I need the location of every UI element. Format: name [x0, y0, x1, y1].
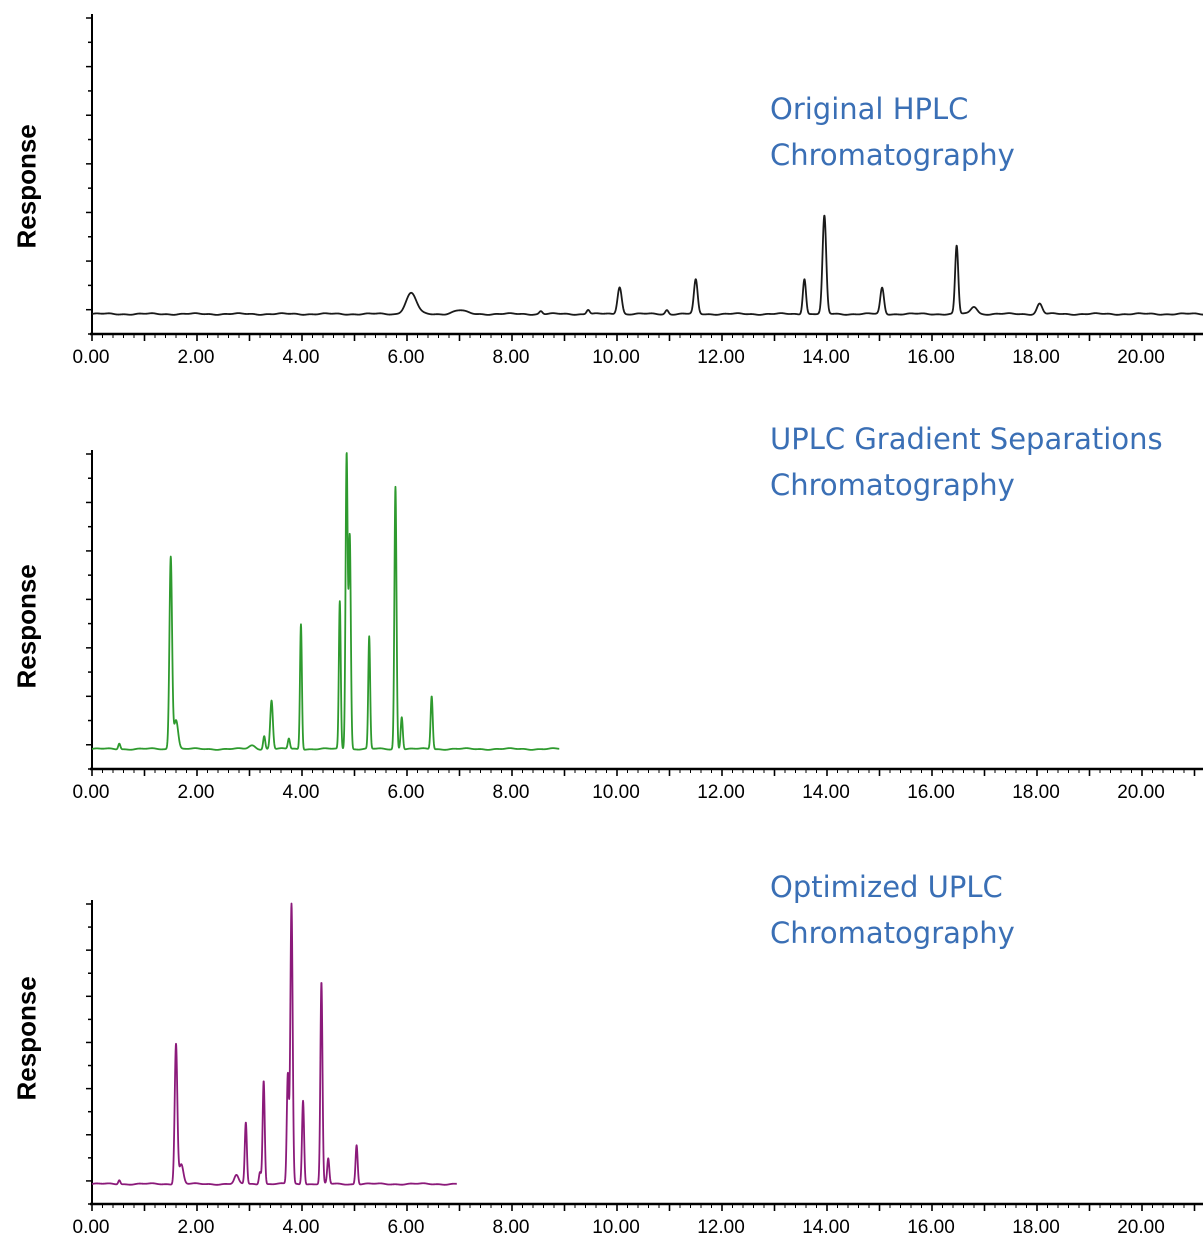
uplc-optimized-chart-svg: 0.00 2.00 4.00 6.00 8.00 10.00 12.00 14.00 16.00… — [73, 900, 1203, 1238]
x-tick-label: 8.00 — [493, 782, 530, 803]
chart-annotation: Original HPLC Chromatography — [770, 86, 1015, 178]
x-tick-label: 12.00 — [697, 1217, 745, 1238]
annotation-line-1: UPLC Gradient Separations — [770, 422, 1163, 456]
hplc-chart-svg: 0.00 2.00 4.00 6.00 8.00 10.00 12.00 14.00 16.00… — [73, 14, 1203, 368]
x-tick-label: 8.00 — [493, 1217, 530, 1238]
annotation-line-2: Chromatography — [770, 468, 1015, 502]
x-tick-label: 14.00 — [802, 347, 850, 368]
x-tick-label: 0.00 — [73, 1217, 110, 1238]
chromatogram-trace — [91, 902, 458, 1186]
x-tick-label: 14.00 — [802, 1217, 850, 1238]
x-tick-label: 10.00 — [592, 1217, 640, 1238]
annotation-line-2: Chromatography — [770, 916, 1015, 950]
x-tick-label: 8.00 — [493, 347, 530, 368]
uplc-gradient-chart-panel: Response UPLC Gradient Separations Chrom… — [0, 400, 1203, 820]
x-tick-label: 10.00 — [592, 782, 640, 803]
x-tick-label: 6.00 — [388, 782, 425, 803]
x-tick-label: 2.00 — [178, 1217, 215, 1238]
x-tick-label: 18.00 — [1012, 347, 1060, 368]
annotation-line-1: Original HPLC — [770, 92, 969, 126]
x-tick-label: 0.00 — [73, 347, 110, 368]
uplc-optimized-chart-panel: Response Optimized UPLC Chromatography 0… — [0, 820, 1203, 1241]
hplc-chart-panel: Response Original HPLC Chromatography 0.… — [0, 0, 1203, 400]
x-tick-label: 4.00 — [283, 1217, 320, 1238]
chromatogram-trace — [91, 452, 560, 751]
x-tick-label: 20.00 — [1117, 782, 1165, 803]
x-tick-label: 16.00 — [907, 1217, 955, 1238]
x-tick-label: 4.00 — [283, 347, 320, 368]
x-tick-label: 20.00 — [1117, 347, 1165, 368]
x-tick-label: 20.00 — [1117, 1217, 1165, 1238]
x-tick-label: 2.00 — [178, 782, 215, 803]
x-tick-label: 18.00 — [1012, 1217, 1060, 1238]
x-tick-label: 2.00 — [178, 347, 215, 368]
annotation-line-2: Chromatography — [770, 138, 1015, 172]
x-tick-label: 18.00 — [1012, 782, 1060, 803]
x-tick-label: 0.00 — [73, 782, 110, 803]
uplc-gradient-chart-svg: 0.00 2.00 4.00 6.00 8.00 10.00 12.00 14.00 16.00… — [73, 450, 1203, 803]
x-tick-label: 12.00 — [697, 782, 745, 803]
x-tick-label: 10.00 — [592, 347, 640, 368]
x-tick-label: 16.00 — [907, 347, 955, 368]
x-tick-label: 12.00 — [697, 347, 745, 368]
chart-annotation: UPLC Gradient Separations Chromatography — [770, 416, 1163, 508]
x-tick-label: 14.00 — [802, 782, 850, 803]
annotation-line-1: Optimized UPLC — [770, 870, 1003, 904]
chromatogram-trace — [91, 214, 1203, 316]
x-tick-label: 6.00 — [388, 1217, 425, 1238]
x-tick-label: 16.00 — [907, 782, 955, 803]
x-tick-label: 6.00 — [388, 347, 425, 368]
chart-annotation: Optimized UPLC Chromatography — [770, 864, 1015, 956]
x-tick-label: 4.00 — [283, 782, 320, 803]
